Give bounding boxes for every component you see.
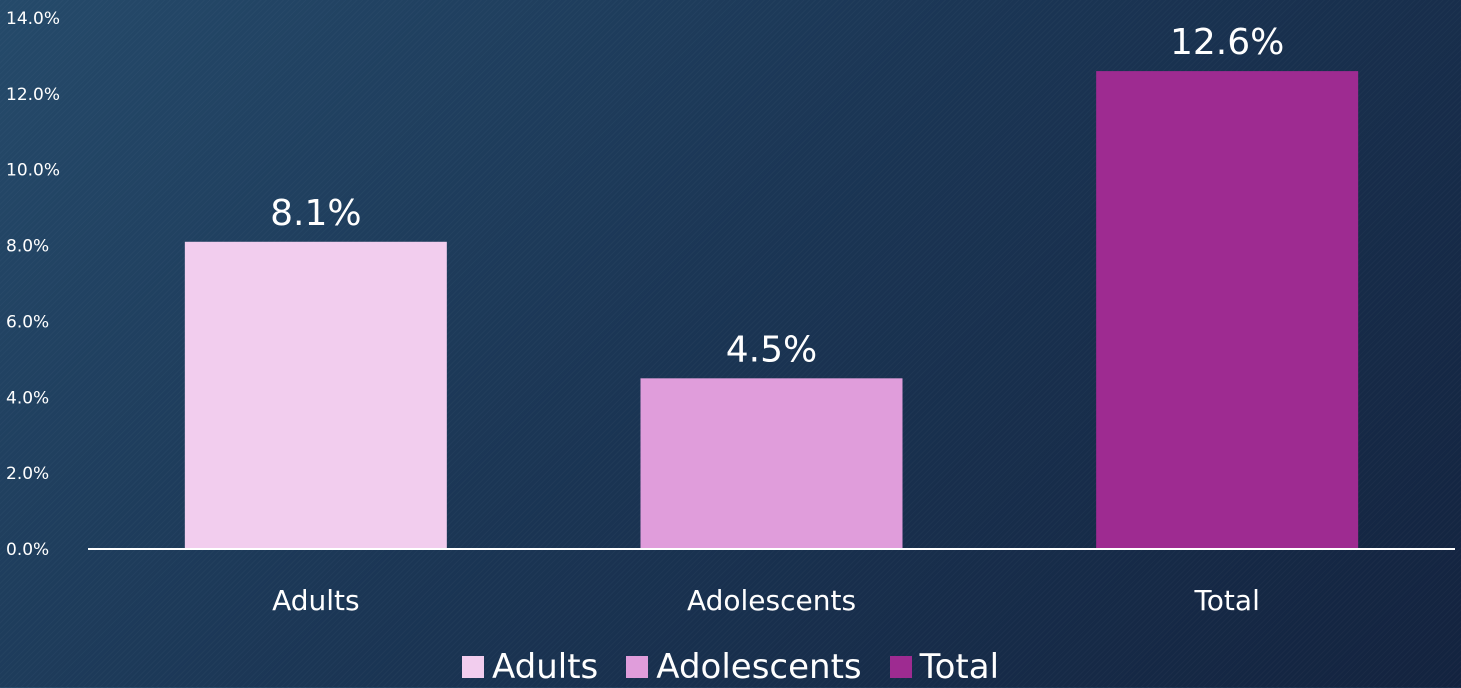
data-label-adults: 8.1% [270, 193, 361, 234]
data-label-adolescents: 4.5% [726, 329, 817, 370]
legend-swatch-adults [461, 656, 484, 678]
x-tick-label-adolescents: Adolescents [687, 584, 856, 617]
y-tick-label: 10.0% [6, 161, 60, 181]
legend-label-adolescents: Adolescents [656, 647, 862, 687]
x-axis-labels: Adults Adolescents Total [272, 584, 1260, 617]
y-tick-label: 12.0% [6, 85, 60, 105]
bar-adults [184, 241, 447, 549]
x-tick-label-adults: Adults [272, 584, 360, 617]
data-labels: 8.1% 4.5% 12.6% [270, 22, 1284, 370]
bar-total [1096, 71, 1359, 549]
bars [184, 71, 1359, 549]
y-tick-label: 6.0% [6, 312, 49, 332]
y-tick-label: 8.0% [6, 237, 49, 257]
legend-swatch-total [889, 656, 912, 678]
bar-chart: 0.0% 2.0% 4.0% 6.0% 8.0% 10.0% 12.0% 14.0% 8.1%… [6, 9, 1455, 617]
y-tick-label: 14.0% [6, 9, 60, 29]
y-tick-label: 0.0% [6, 540, 49, 560]
legend-item-total: Total [889, 647, 1000, 687]
y-tick-label: 4.0% [6, 388, 49, 408]
legend-item-adolescents: Adolescents [626, 647, 862, 687]
legend-item-adults: Adults [461, 647, 599, 687]
legend-swatch-adolescents [626, 656, 649, 678]
y-tick-label: 2.0% [6, 464, 49, 484]
x-tick-label-total: Total [1193, 584, 1259, 617]
data-label-total: 12.6% [1170, 22, 1284, 63]
legend-label-adults: Adults [491, 647, 599, 687]
legend-label-total: Total [919, 647, 1000, 687]
y-axis-ticks: 0.0% 2.0% 4.0% 6.0% 8.0% 10.0% 12.0% 14.0% [6, 9, 60, 560]
legend: Adults Adolescents Total [0, 646, 1461, 688]
bar-adolescents [640, 378, 903, 549]
